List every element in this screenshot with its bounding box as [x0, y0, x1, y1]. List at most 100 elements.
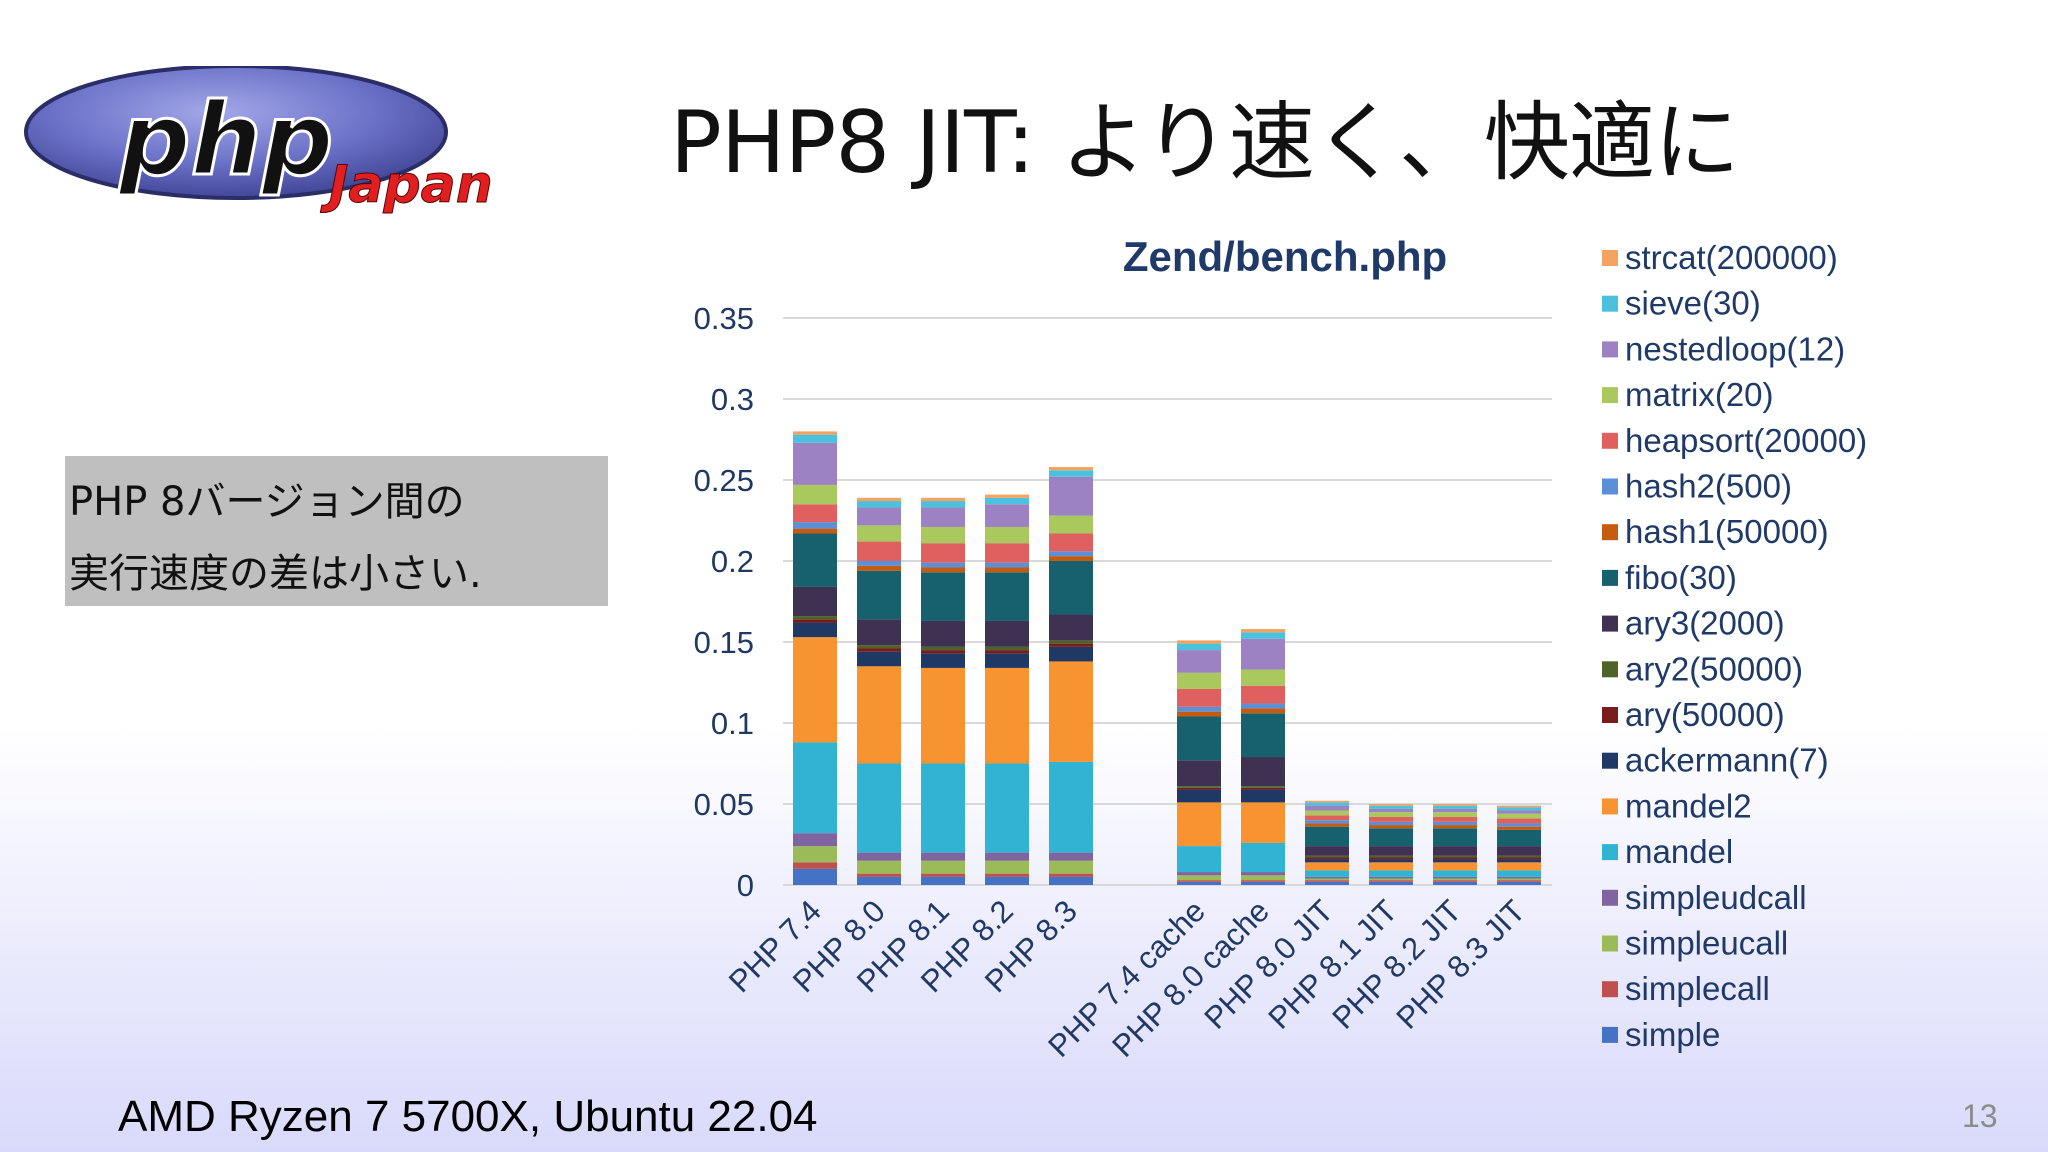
legend-swatch	[1602, 569, 1618, 586]
bar-segment	[1305, 857, 1349, 860]
bar-segment	[1497, 857, 1541, 860]
bar-segment	[1497, 823, 1541, 827]
bar-segment	[1241, 875, 1285, 881]
y-tick-label: 0.2	[711, 544, 754, 579]
bar-segment	[1433, 812, 1477, 817]
legend-label: ary(50000)	[1625, 696, 1785, 733]
bar-segment	[1497, 881, 1541, 885]
bar-segment	[985, 667, 1029, 764]
bar-segment	[921, 562, 965, 568]
bar-segment	[1497, 880, 1541, 882]
bar-segment	[1369, 881, 1413, 885]
legend-label: ackermann(7)	[1625, 742, 1829, 779]
bar-segment	[1241, 708, 1285, 714]
bar-segment	[857, 619, 901, 646]
legend-swatch	[1602, 615, 1618, 632]
bar-segment	[1049, 470, 1093, 477]
bar-segment	[1433, 859, 1477, 863]
bar-segment	[793, 742, 837, 834]
bar-segment	[1305, 881, 1349, 885]
bar-segment	[1497, 829, 1541, 847]
bar-segment	[921, 501, 965, 508]
bars	[793, 431, 1541, 885]
bar-segment	[1241, 842, 1285, 873]
legend-label: ary3(2000)	[1625, 605, 1785, 642]
bar-segment	[1433, 878, 1477, 881]
bar-segment	[1177, 881, 1221, 885]
y-tick-label: 0.1	[711, 706, 754, 741]
bar-segment	[1305, 855, 1349, 858]
y-axis: 0 0.05 0.1 0.15 0.2 0.25 0.3 0.35	[694, 301, 754, 903]
bar-segment	[793, 619, 837, 623]
bar-segment	[1497, 810, 1541, 814]
bar-segment	[1241, 786, 1285, 788]
legend-label: fibo(30)	[1625, 559, 1737, 596]
bar-segment	[985, 504, 1029, 527]
bar-segment	[921, 526, 965, 544]
bar-segment	[793, 504, 837, 523]
bar-segment	[1497, 859, 1541, 863]
legend-swatch	[1602, 478, 1618, 495]
bar-segment	[793, 868, 837, 885]
bar-segment	[857, 876, 901, 885]
bar-segment	[1433, 846, 1477, 856]
bar-segment	[857, 570, 901, 620]
bar-segment	[1049, 515, 1093, 534]
bar-segment	[1241, 802, 1285, 843]
bar-segment	[1369, 846, 1413, 856]
bar-segment	[1369, 855, 1413, 858]
bar-segment	[1177, 711, 1221, 717]
bar-segment	[1049, 873, 1093, 877]
legend-label: nestedloop(12)	[1625, 330, 1845, 367]
bar-segment	[1497, 846, 1541, 856]
bar-segment	[1369, 859, 1413, 863]
legend-label: matrix(20)	[1625, 376, 1774, 413]
bar-segment	[1497, 818, 1541, 824]
bar-segment	[793, 637, 837, 743]
y-tick-label: 0.35	[694, 301, 754, 336]
bar-segment	[1497, 878, 1541, 881]
note-box: PHP 8バージョン間の 実行速度の差は小さい.	[65, 456, 608, 606]
bar-segment	[921, 873, 965, 877]
bar-segment	[1305, 826, 1349, 847]
bar-segment	[793, 622, 837, 638]
bar-segment	[1177, 760, 1221, 787]
bar-segment	[985, 572, 1029, 621]
bar-segment	[921, 876, 965, 885]
bar-segment	[793, 484, 837, 505]
legend-swatch	[1602, 661, 1618, 678]
bar-segment	[985, 763, 1029, 853]
legend-swatch	[1602, 250, 1618, 266]
bar-segment	[1049, 661, 1093, 762]
bar-segment	[1305, 800, 1349, 803]
bar-segment	[1049, 533, 1093, 552]
y-tick-label: 0.3	[711, 382, 754, 417]
bar-segment	[857, 541, 901, 561]
bar-segment	[793, 434, 837, 443]
bar-segment	[1369, 805, 1413, 809]
bar-segment	[1049, 852, 1093, 861]
bar-segment	[1049, 476, 1093, 516]
footer-text: AMD Ryzen 7 5700X, Ubuntu 22.04	[118, 1092, 818, 1141]
bar-segment	[921, 567, 965, 573]
bar-segment	[857, 648, 901, 652]
bar-segment	[1049, 556, 1093, 561]
bar-segment	[1305, 810, 1349, 816]
bar-segment	[1305, 878, 1349, 881]
bar-segment	[1433, 881, 1477, 885]
bar-segment	[921, 507, 965, 527]
legend-swatch	[1602, 935, 1618, 952]
bar-segment	[1241, 789, 1285, 803]
bar-segment	[1305, 802, 1349, 806]
bar-segment	[921, 653, 965, 668]
bar-segment	[1177, 787, 1221, 790]
bar-segment	[857, 860, 901, 874]
bar-segment	[1049, 643, 1093, 647]
bar-segment	[921, 620, 965, 647]
bar-segment	[1497, 805, 1541, 808]
bar-segment	[985, 873, 1029, 877]
bar-segment	[1241, 703, 1285, 709]
y-tick-label: 0.05	[694, 787, 754, 822]
bar-segment	[1433, 828, 1477, 847]
bar-segment	[1241, 757, 1285, 787]
